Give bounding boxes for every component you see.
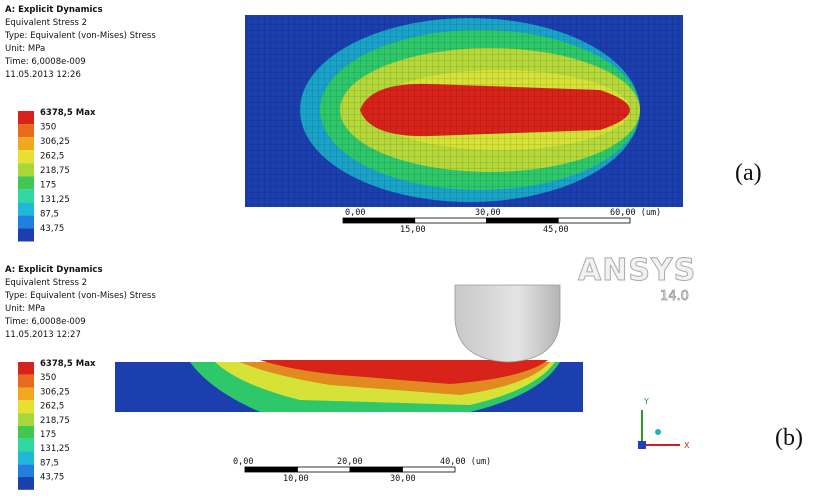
scale-segment (558, 218, 630, 223)
legend-swatch (18, 202, 34, 215)
legend-label: 43,75 (40, 224, 64, 234)
legend-label: 43,75 (40, 473, 64, 483)
header-line: Type: Equivalent (von-Mises) Stress (4, 31, 156, 41)
legend-label: 350 (40, 373, 56, 383)
panel-label: (a) (735, 160, 762, 186)
legend-swatch (18, 163, 34, 176)
logo-name: ANSYS (578, 253, 696, 288)
legend-swatch (18, 375, 34, 388)
legend-label: 262,5 (40, 152, 64, 162)
logo-version: 14.0 (660, 289, 689, 304)
indenter (455, 285, 560, 362)
legend-swatch (18, 362, 34, 375)
scale-label: 0,00 (345, 208, 365, 218)
legend-label: 306,25 (40, 387, 70, 397)
header-line: Unit: MPa (5, 304, 45, 314)
scale-label: 45,00 (543, 225, 569, 235)
axis-triad: Y X (638, 397, 690, 450)
scale-label: 0,00 (233, 457, 253, 467)
legend-swatch (18, 477, 34, 490)
header-line: 11.05.2013 12:26 (5, 70, 81, 80)
legend-label: 306,25 (40, 137, 70, 147)
scale-label: 30,00 (390, 474, 416, 484)
header-line: Equivalent Stress 2 (5, 18, 87, 28)
scale-segment (343, 218, 415, 223)
legend-label: 175 (40, 430, 56, 440)
scale-label: 10,00 (283, 474, 309, 484)
scale-segment (245, 467, 298, 472)
panel-label: (b) (775, 425, 803, 451)
slab-b (115, 360, 583, 412)
legend-swatch (18, 464, 34, 477)
legend-label: 6378,5 Max (40, 359, 96, 369)
legend-label: 218,75 (40, 416, 70, 426)
legend-label: 218,75 (40, 166, 70, 176)
legend-swatch (18, 176, 34, 189)
legend-label: 87,5 (40, 458, 59, 468)
legend-swatch (18, 189, 34, 202)
scale-segment (415, 218, 487, 223)
scale-segment (403, 467, 456, 472)
scale-label: 40,00 (um) (440, 457, 491, 467)
triad-x: X (684, 441, 690, 450)
scale-label: 20,00 (337, 457, 363, 467)
scale-segment (487, 218, 559, 223)
triad-y: Y (643, 397, 649, 406)
figure: Y X ANSYS 14.0 A: Explicit Dynamics Equiv… (0, 0, 819, 501)
legend-swatch (18, 426, 34, 439)
legend-label: 350 (40, 123, 56, 133)
header-line: Unit: MPa (5, 44, 45, 54)
header-line: Time: 6,0008e-009 (4, 317, 86, 327)
legend-swatch (18, 388, 34, 401)
legend-swatch (18, 413, 34, 426)
scale-segment (350, 467, 403, 472)
header-line: Time: 6,0008e-009 (4, 57, 86, 67)
legend-swatch (18, 228, 34, 241)
legend-swatch (18, 439, 34, 452)
legend-label: 131,25 (40, 444, 70, 454)
header-line: Equivalent Stress 2 (5, 278, 87, 288)
header-title: A: Explicit Dynamics (5, 265, 103, 275)
legend-swatch (18, 137, 34, 150)
header-line: Type: Equivalent (von-Mises) Stress (4, 291, 156, 301)
legend-label: 175 (40, 181, 56, 191)
legend-swatch (18, 400, 34, 413)
legend-swatch (18, 124, 34, 137)
scale-label: 15,00 (400, 225, 426, 235)
legend-swatch (18, 150, 34, 163)
legend-label: 131,25 (40, 195, 70, 205)
header-title: A: Explicit Dynamics (5, 5, 103, 15)
legend-swatch (18, 451, 34, 464)
legend-label: 6378,5 Max (40, 108, 96, 118)
header-line: 11.05.2013 12:27 (5, 330, 81, 340)
legend-label: 87,5 (40, 210, 59, 220)
scale-label: 60,00 (um) (610, 208, 661, 218)
legend-label: 262,5 (40, 402, 64, 412)
legend-swatch (18, 111, 34, 124)
scale-segment (298, 467, 351, 472)
scale-label: 30,00 (475, 208, 501, 218)
mesh-a (245, 15, 683, 207)
legend-swatch (18, 215, 34, 228)
